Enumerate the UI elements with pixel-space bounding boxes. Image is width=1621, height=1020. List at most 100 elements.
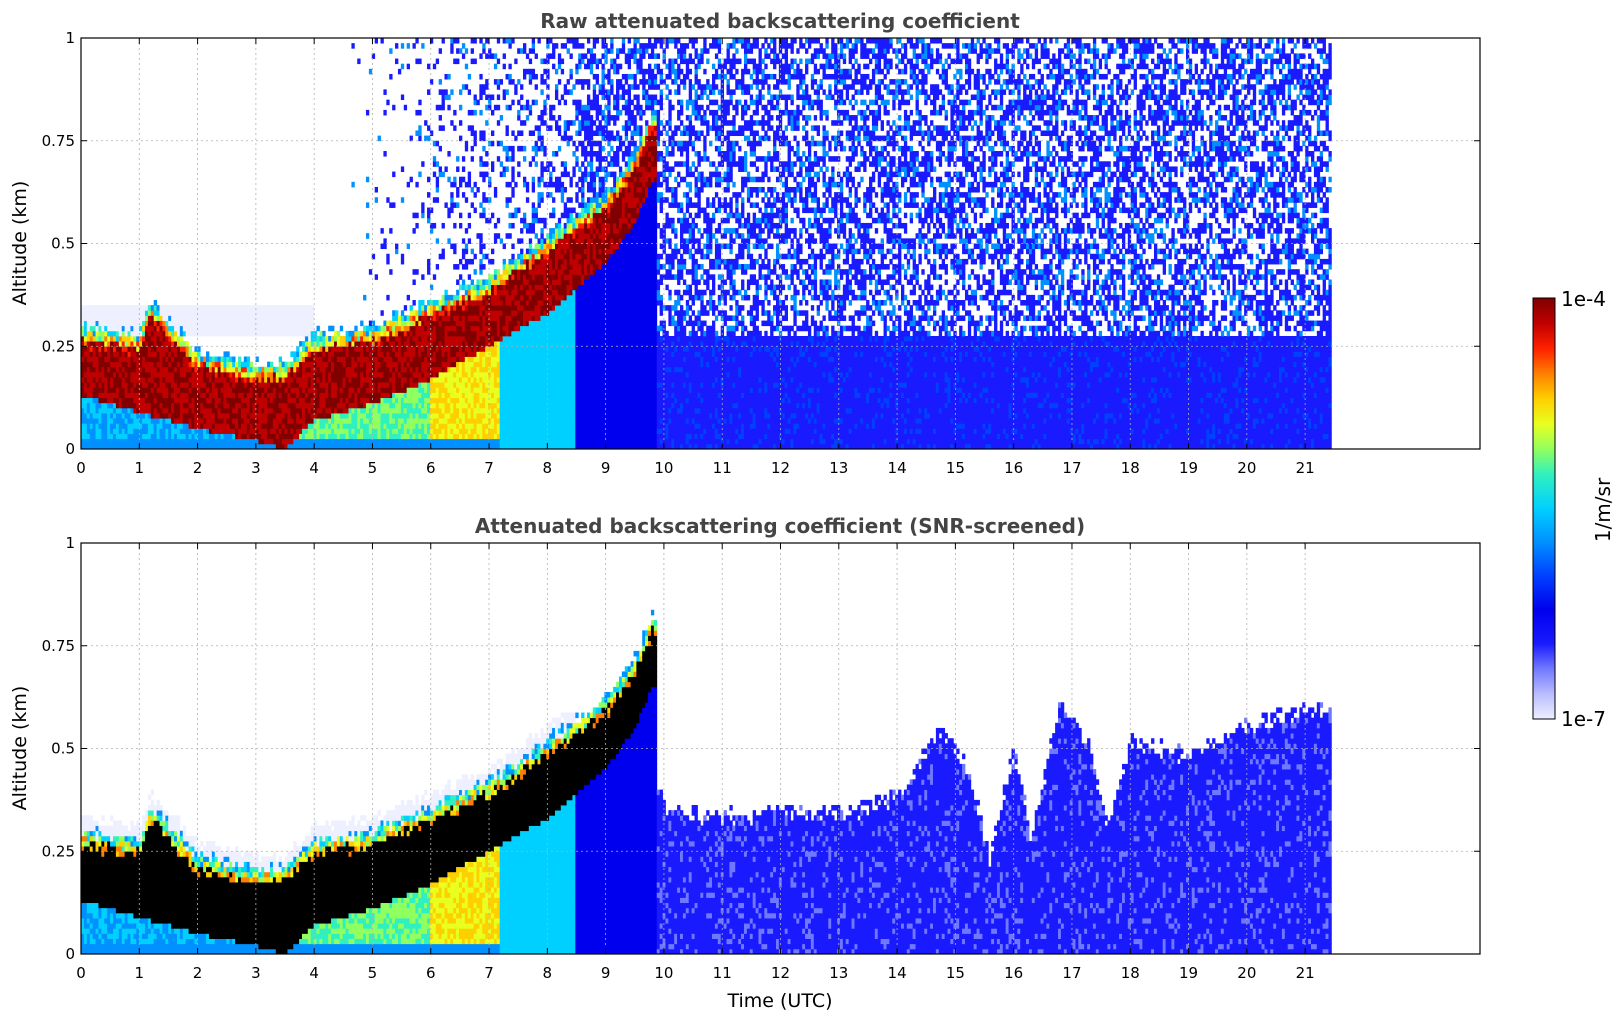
heatmap-cell	[371, 438, 376, 445]
heatmap-cell	[281, 330, 285, 337]
heatmap-cell	[319, 382, 323, 388]
heatmap-cell	[511, 423, 515, 429]
heatmap-cell	[429, 366, 434, 373]
heatmap-cell	[444, 392, 448, 399]
heatmap-cell	[319, 377, 323, 383]
heatmap-cell	[313, 335, 317, 342]
heatmap-cell	[264, 397, 268, 404]
heatmap-cell	[208, 418, 213, 424]
heatmap-cell	[147, 402, 152, 409]
heatmap-cell	[441, 397, 445, 404]
heatmap-cell	[229, 428, 233, 434]
heatmap-cell	[444, 438, 448, 445]
heatmap-cell	[488, 197, 492, 203]
heatmap-cell	[179, 423, 184, 429]
heatmap-cell	[543, 335, 547, 342]
heatmap-cell	[162, 351, 166, 357]
heatmap-cell	[517, 351, 521, 357]
heatmap-cell	[406, 335, 410, 342]
heatmap-cell	[188, 423, 192, 429]
heatmap-cell	[275, 377, 280, 383]
heatmap-cell	[238, 382, 242, 388]
heatmap-cell	[226, 413, 230, 419]
heatmap-cell	[435, 382, 440, 388]
heatmap-cell	[147, 433, 152, 440]
heatmap-cell	[267, 320, 271, 327]
heatmap-cell	[322, 413, 326, 419]
heatmap-cell	[101, 433, 105, 440]
heatmap-cell	[531, 305, 536, 311]
heatmap-cell	[229, 402, 233, 409]
heatmap-cell	[188, 305, 192, 311]
heatmap-cell	[534, 315, 538, 321]
heatmap-cell	[488, 53, 492, 59]
heatmap-cell	[418, 397, 422, 404]
heatmap-cell	[389, 371, 393, 378]
heatmap-cell	[406, 407, 410, 414]
heatmap-cell	[345, 443, 349, 449]
heatmap-cell	[522, 48, 527, 54]
heatmap-cell	[165, 346, 169, 352]
heatmap-cell	[374, 407, 378, 414]
heatmap-cell	[485, 120, 489, 126]
heatmap-cell	[142, 320, 146, 327]
heatmap-cell	[142, 387, 146, 393]
heatmap-cell	[200, 433, 204, 440]
heatmap-cell	[179, 392, 184, 399]
heatmap-cell	[479, 156, 483, 162]
heatmap-cell	[188, 413, 192, 419]
heatmap-cell	[325, 341, 329, 347]
heatmap-cell	[197, 443, 201, 449]
heatmap-cell	[421, 433, 425, 440]
heatmap-cell	[81, 387, 85, 393]
heatmap-cell	[418, 382, 422, 388]
heatmap-cell	[229, 382, 233, 388]
heatmap-cell	[284, 433, 288, 440]
heatmap-cell	[412, 341, 416, 347]
heatmap-cell	[453, 222, 457, 229]
heatmap-cell	[203, 366, 207, 373]
heatmap-cell	[537, 279, 541, 285]
heatmap-cell	[322, 407, 326, 414]
heatmap-cell	[121, 351, 126, 357]
heatmap-cell	[176, 335, 181, 342]
heatmap-cell	[86, 438, 91, 445]
heatmap-cell	[342, 371, 347, 378]
heatmap-cell	[354, 371, 358, 378]
heatmap-cell	[92, 335, 96, 342]
heatmap-cell	[200, 402, 204, 409]
heatmap-cell	[534, 361, 538, 368]
heatmap-cell	[528, 228, 533, 234]
heatmap-cell	[534, 151, 538, 157]
heatmap-cell	[92, 330, 96, 337]
heatmap-cell	[459, 274, 463, 280]
heatmap-cell	[223, 397, 227, 404]
heatmap-cell	[200, 325, 204, 332]
heatmap-cell	[174, 356, 178, 363]
heatmap-cell	[540, 228, 544, 234]
heatmap-cell	[441, 387, 445, 393]
heatmap-cell	[380, 433, 384, 440]
heatmap-cell	[226, 377, 230, 383]
heatmap-cell	[176, 377, 181, 383]
heatmap-cell	[395, 392, 399, 399]
heatmap-cell	[238, 423, 242, 429]
heatmap-cell	[264, 371, 268, 378]
heatmap-cell	[485, 377, 489, 383]
heatmap-cell	[459, 176, 463, 183]
heatmap-cell	[156, 346, 160, 352]
heatmap-cell	[400, 382, 405, 388]
heatmap-cell	[473, 284, 477, 291]
heatmap-cell	[357, 428, 361, 434]
heatmap-cell	[220, 387, 224, 393]
heatmap-cell	[441, 99, 445, 106]
heatmap-cell	[540, 58, 544, 65]
heatmap-cell	[377, 413, 381, 419]
heatmap-cell	[281, 443, 285, 449]
heatmap-cell	[397, 371, 402, 378]
heatmap-cell	[95, 438, 99, 445]
heatmap-cell	[235, 413, 239, 419]
heatmap-cell	[534, 73, 538, 80]
heatmap-cell	[168, 423, 172, 429]
heatmap-cell	[502, 356, 506, 363]
